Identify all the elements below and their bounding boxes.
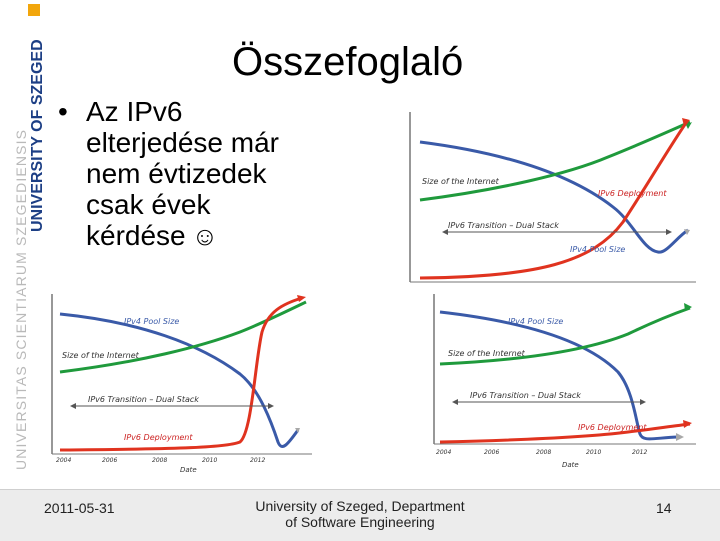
label-transition: IPv6 Transition – Dual Stack	[88, 395, 199, 404]
university-name: UNIVERSITY OF SZEGED	[29, 39, 46, 232]
curve-internet-size	[439, 306, 691, 366]
label-deployment: IPv6 Deployment	[124, 433, 193, 442]
bracket-arrow-left	[70, 403, 76, 409]
curve-ipv4-pool	[59, 312, 300, 448]
footer-organization: University of Szeged, Department of Soft…	[230, 498, 490, 530]
bracket-arrow-left	[452, 399, 458, 405]
chart-top-right: Size of the Internet IPv6 Deployment IPv…	[408, 112, 696, 284]
university-logo: UNIVERSITY OF SZEGED UNIVERSITAS SCIENTI…	[12, 0, 48, 480]
arrowhead-red	[297, 295, 306, 302]
label-internet: Size of the Internet	[62, 351, 140, 360]
university-latin-name: UNIVERSITAS SCIENTIARUM SZEGEDIENSIS	[13, 130, 29, 470]
chart-bottom-left: IPv4 Pool Size Size of the Internet IPv6…	[50, 292, 312, 474]
logo-square-orange	[28, 4, 40, 16]
label-pool: IPv4 Pool Size	[570, 245, 625, 254]
bullet-text: Az IPv6 elterjedése már nem évtizedek cs…	[86, 96, 279, 251]
arrowhead-green	[684, 303, 692, 311]
tick-label: 2006	[102, 457, 117, 464]
x-axis-title: Date	[562, 461, 579, 469]
arrowhead-gray	[684, 229, 690, 235]
slide-title: Összefoglaló	[232, 40, 464, 84]
bullet-dot: •	[58, 96, 68, 127]
label-internet: Size of the Internet	[422, 177, 500, 186]
smiley-icon: ☺	[191, 221, 219, 251]
arrowhead-gray	[295, 428, 300, 433]
tick-label: 2012	[632, 449, 647, 456]
tick-label: 2008	[152, 457, 167, 464]
page-number: 14	[656, 500, 672, 516]
bracket-arrow-right	[268, 403, 274, 409]
label-deployment: IPv6 Deployment	[578, 423, 647, 432]
tick-label: 2004	[56, 457, 71, 464]
curve-ipv6-deployment	[419, 119, 690, 280]
tick-label: 2012	[250, 457, 265, 464]
label-pool: IPv4 Pool Size	[124, 317, 179, 326]
tick-label: 2010	[202, 457, 217, 464]
curve-internet-size	[419, 120, 691, 202]
tick-label: 2008	[536, 449, 551, 456]
tick-label: 2006	[484, 449, 499, 456]
arrowhead-green	[686, 122, 692, 129]
label-pool: IPv4 Pool Size	[508, 317, 563, 326]
footer-org-line2: of Software Engineering	[285, 514, 435, 530]
curve-ipv6-deployment	[439, 422, 691, 444]
arrowhead-gray	[676, 433, 684, 441]
x-axis-title: Date	[180, 466, 197, 474]
bracket-arrow-right	[666, 229, 672, 235]
chart-bottom-right: IPv4 Pool Size Size of the Internet IPv6…	[428, 292, 696, 474]
bullet-item: Az IPv6 elterjedése már nem évtizedek cs…	[86, 96, 316, 252]
label-transition: IPv6 Transition – Dual Stack	[448, 221, 559, 230]
bracket-arrow-right	[640, 399, 646, 405]
arrowhead-red	[682, 118, 690, 126]
footer-date: 2011-05-31	[44, 500, 115, 516]
bracket-arrow-left	[442, 229, 448, 235]
curve-ipv6-deployment	[59, 296, 303, 452]
footer-org-line1: University of Szeged, Department	[255, 498, 465, 514]
curve-ipv4-pool	[439, 310, 679, 441]
slide-footer: 2011-05-31 University of Szeged, Departm…	[0, 489, 720, 541]
label-transition: IPv6 Transition – Dual Stack	[470, 391, 581, 400]
curve-ipv4-pool	[419, 140, 689, 254]
arrowhead-red	[683, 420, 692, 428]
label-internet: Size of the Internet	[448, 349, 526, 358]
tick-label: 2010	[586, 449, 601, 456]
tick-label: 2004	[436, 449, 451, 456]
label-deployment: IPv6 Deployment	[598, 189, 667, 198]
curve-internet-size	[59, 300, 307, 374]
